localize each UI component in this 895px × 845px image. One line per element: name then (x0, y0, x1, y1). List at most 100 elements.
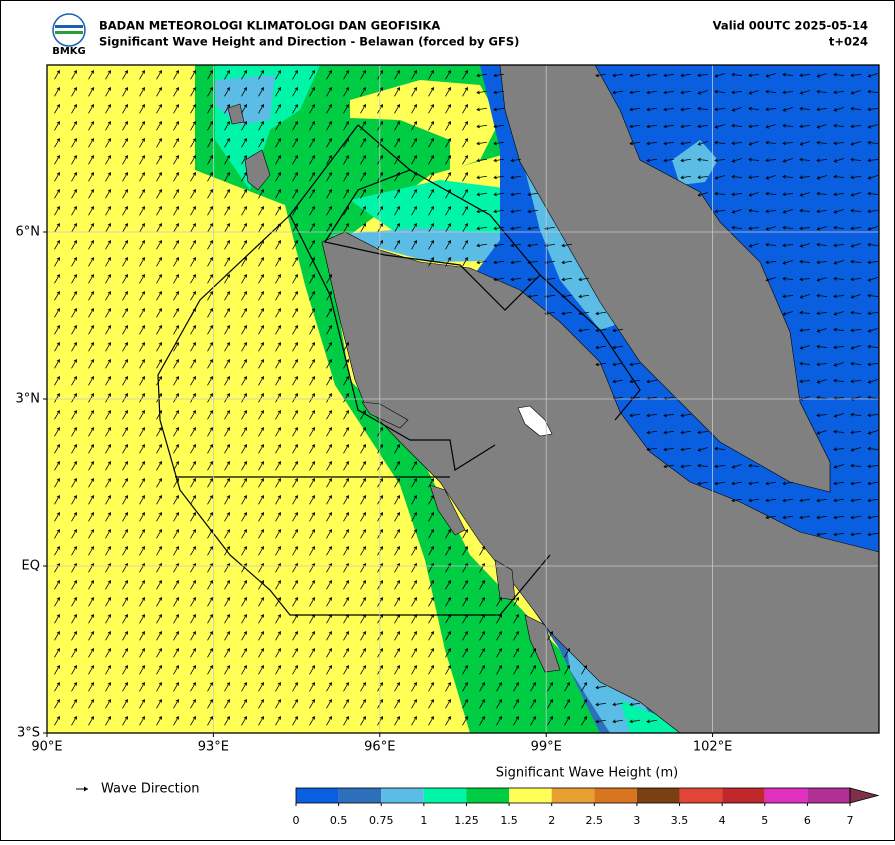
wave-arrow (663, 107, 675, 112)
wave-arrow (867, 498, 879, 503)
wave-arrow (207, 341, 213, 352)
wave-arrow (445, 681, 451, 692)
wave-arrow (122, 69, 128, 80)
wave-arrow (224, 409, 230, 420)
wave-arrow (173, 222, 179, 233)
wave-arrow (207, 409, 213, 420)
wave-arrow (241, 375, 247, 386)
wave-arrow (275, 698, 281, 709)
wave-arrow (275, 120, 281, 131)
wave-arrow (139, 86, 145, 97)
wave-arrow (595, 702, 607, 707)
lake (517, 405, 553, 437)
wave-arrow (71, 205, 77, 216)
wave-arrow (850, 515, 862, 520)
wave-arrow (816, 430, 827, 435)
wave-arrow (782, 107, 793, 112)
wave-arrow (139, 188, 145, 199)
wave-arrow (513, 698, 519, 709)
wave-arrow (445, 120, 451, 131)
wave-arrow (513, 613, 519, 624)
wave-arrow (646, 413, 658, 418)
wave-arrow (71, 698, 77, 709)
wave-arrow (258, 494, 264, 505)
wave-arrow (207, 647, 213, 658)
wave-arrow (224, 681, 230, 692)
wave-arrow (646, 447, 658, 452)
wave-arrow (122, 579, 128, 590)
wave-arrow (71, 358, 77, 369)
wave-arrow (510, 175, 522, 180)
wave-arrow (173, 86, 179, 97)
colorbar-box (636, 788, 680, 803)
wave-arrow (680, 158, 692, 163)
colorbar-box (338, 788, 382, 803)
wave-arrow (748, 243, 759, 248)
wave-arrow (54, 426, 60, 437)
colorbar-tick-label: 5 (761, 814, 768, 827)
wave-arrow (394, 647, 400, 658)
wave-arrow (765, 209, 777, 214)
wave-arrow (54, 103, 60, 114)
wave-arrow (867, 293, 879, 298)
wave-arrow (275, 341, 281, 352)
wave-arrow (190, 69, 196, 80)
wave-arrow (360, 137, 366, 148)
wave-arrow (765, 140, 777, 145)
wave-arrow (748, 175, 760, 180)
wave-arrow (782, 276, 794, 281)
wave-arrow (462, 256, 468, 267)
wave-arrow (462, 715, 468, 726)
wave-arrow (173, 630, 179, 641)
wave-arrow (292, 511, 298, 522)
wave-arrow (326, 443, 332, 454)
wave-arrow (799, 175, 811, 180)
wave-arrow (799, 515, 811, 520)
wave-arrow (867, 311, 879, 316)
wave-arrow (71, 681, 77, 692)
wave-arrow (765, 260, 777, 265)
wave-arrow (411, 239, 417, 250)
wave-arrow (748, 481, 760, 486)
wave-arrow (139, 698, 145, 709)
wave-arrow (275, 596, 281, 607)
wave-arrow (105, 630, 111, 641)
wave-arrow (105, 69, 111, 80)
wave-arrow (207, 715, 213, 726)
wave-arrow (343, 426, 349, 437)
wave-arrow (122, 443, 128, 454)
wave-arrow (207, 69, 213, 80)
wave-arrow (122, 681, 128, 692)
wave-arrow (241, 205, 247, 216)
wave-arrow (105, 647, 111, 658)
wave-arrow (139, 222, 145, 233)
wave-arrow (224, 596, 230, 607)
valid-time: Valid 00UTC 2025-05-14 (713, 19, 868, 33)
wave-arrow (782, 90, 794, 95)
wave-arrow (292, 477, 298, 488)
wave-arrow (479, 698, 485, 709)
wave-arrow (547, 698, 553, 709)
wave-arrow (816, 209, 828, 214)
wave-arrow (207, 154, 213, 165)
wave-arrow (612, 362, 624, 367)
wave-arrow (258, 392, 264, 403)
wave-arrow (54, 273, 60, 284)
wave-arrow (105, 188, 111, 199)
wave-arrow (816, 89, 828, 94)
wave-arrow (207, 188, 213, 199)
wave-arrow (292, 171, 298, 182)
wave-arrow (714, 481, 726, 486)
wave-arrow (292, 273, 298, 284)
wave-zone (672, 140, 718, 185)
wave-arrow (139, 681, 145, 692)
wave-arrow (816, 311, 828, 316)
wave-arrow (799, 361, 811, 366)
wave-arrow (360, 205, 366, 216)
wave-arrow (445, 239, 451, 250)
wave-arrow (258, 698, 264, 709)
wave-arrow (258, 205, 264, 216)
wave-arrow (561, 311, 573, 316)
wave-arrow (207, 596, 213, 607)
wave-arrow (530, 664, 536, 675)
